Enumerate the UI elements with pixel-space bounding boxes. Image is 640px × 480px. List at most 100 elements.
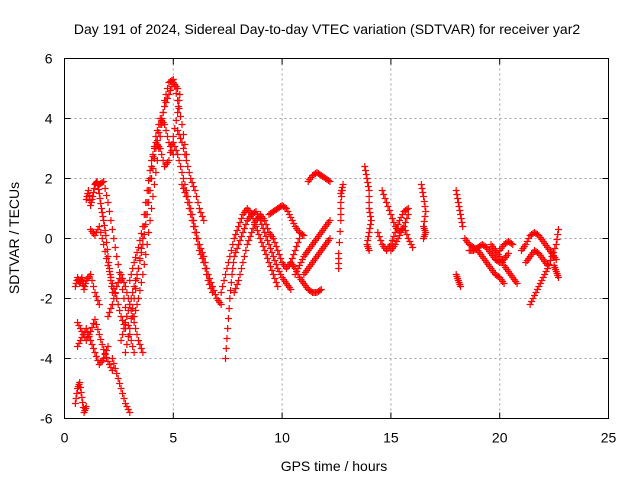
data-point xyxy=(111,289,119,296)
data-point xyxy=(251,221,259,228)
data-point xyxy=(509,241,517,248)
data-point xyxy=(153,157,161,164)
data-point xyxy=(177,113,185,120)
data-point xyxy=(87,199,95,206)
data-point xyxy=(397,214,405,221)
data-point xyxy=(337,211,345,218)
data-point xyxy=(172,90,180,97)
data-point xyxy=(363,175,371,182)
data-point xyxy=(106,271,114,278)
data-point xyxy=(252,208,260,215)
data-point xyxy=(387,211,395,218)
data-point xyxy=(102,232,110,239)
data-point xyxy=(297,259,305,266)
data-point xyxy=(365,193,373,200)
data-point xyxy=(146,217,154,224)
data-point xyxy=(194,199,202,206)
data-point xyxy=(367,217,375,224)
data-point xyxy=(78,334,86,341)
data-point xyxy=(274,283,282,290)
data-point xyxy=(92,321,100,328)
data-point xyxy=(89,193,97,200)
data-point xyxy=(139,349,147,356)
x-tick-label: 5 xyxy=(169,430,177,446)
chart-title: Day 191 of 2024, Sidereal Day-to-day VTE… xyxy=(74,21,580,37)
data-point xyxy=(136,237,144,244)
data-point xyxy=(133,331,141,338)
data-point xyxy=(367,221,375,228)
data-point xyxy=(100,178,108,185)
data-point xyxy=(117,385,125,392)
data-point xyxy=(134,244,142,251)
data-point xyxy=(184,199,192,206)
data-point xyxy=(284,208,292,215)
data-point xyxy=(206,281,214,288)
data-point xyxy=(388,215,396,222)
data-point xyxy=(127,271,135,278)
data-point xyxy=(242,221,250,228)
data-point xyxy=(119,275,127,282)
data-point xyxy=(235,277,243,284)
data-point xyxy=(293,268,301,275)
data-point xyxy=(116,307,124,314)
data-point xyxy=(513,280,521,287)
data-point xyxy=(104,199,112,206)
data-point xyxy=(237,215,245,222)
data-point xyxy=(188,179,196,186)
y-tick-label: 6 xyxy=(45,51,53,67)
data-point xyxy=(177,163,185,170)
data-point xyxy=(400,223,408,230)
data-point xyxy=(337,205,345,212)
data-point xyxy=(130,259,138,266)
data-point xyxy=(526,301,534,308)
data-point xyxy=(126,301,134,308)
data-point xyxy=(195,205,203,212)
data-point xyxy=(217,289,225,296)
data-point xyxy=(152,169,160,176)
data-point xyxy=(507,240,515,247)
data-point xyxy=(277,271,285,278)
data-point xyxy=(187,175,195,182)
data-point xyxy=(296,262,304,269)
data-point xyxy=(532,289,540,296)
data-point xyxy=(162,91,170,98)
y-axis-title: SDTVAR / TECUs xyxy=(6,182,22,294)
data-point xyxy=(229,241,237,248)
data-point xyxy=(454,199,462,206)
data-point xyxy=(104,313,112,320)
data-point xyxy=(80,286,88,293)
data-point xyxy=(72,395,80,402)
data-point xyxy=(90,345,98,352)
data-point xyxy=(366,209,374,216)
data-point xyxy=(455,203,463,210)
y-tick-label: 0 xyxy=(45,231,53,247)
data-point xyxy=(127,337,135,344)
data-point xyxy=(294,239,302,246)
data-point xyxy=(92,353,100,360)
data-point xyxy=(134,295,142,302)
data-point xyxy=(133,275,141,282)
data-point xyxy=(74,319,82,326)
data-point xyxy=(232,285,240,292)
data-point xyxy=(100,355,108,362)
data-point xyxy=(75,322,83,329)
data-point xyxy=(249,225,257,232)
data-point xyxy=(82,325,90,332)
data-point xyxy=(256,235,264,242)
data-point xyxy=(272,279,280,286)
data-point xyxy=(274,247,282,254)
data-point xyxy=(113,253,121,260)
data-point xyxy=(178,121,186,128)
data-point xyxy=(98,209,106,216)
data-point xyxy=(137,279,145,286)
data-point xyxy=(226,295,234,302)
data-point xyxy=(110,295,118,302)
data-point xyxy=(385,207,393,214)
data-point xyxy=(133,249,141,256)
data-point xyxy=(536,280,544,287)
data-point xyxy=(291,265,299,272)
data-point xyxy=(420,218,428,225)
data-point xyxy=(228,271,236,278)
data-point xyxy=(403,206,411,213)
data-point xyxy=(391,241,399,248)
